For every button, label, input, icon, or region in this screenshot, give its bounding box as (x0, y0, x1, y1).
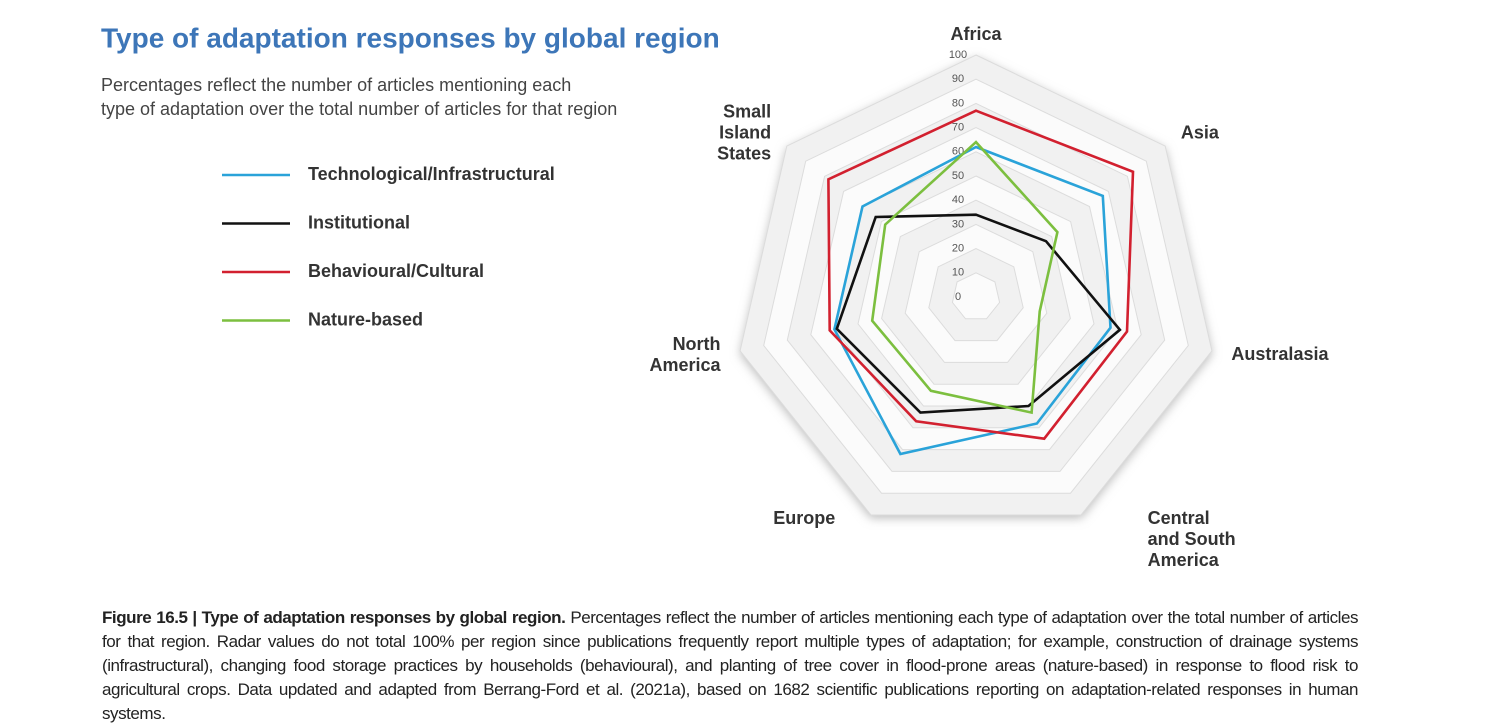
r-tick-label: 80 (952, 97, 964, 109)
legend-label: Nature-based (308, 309, 423, 329)
category-label: Australasia (1231, 344, 1329, 364)
category-label: Europe (773, 508, 835, 528)
caption: Figure 16.5 | Type of adaptation respons… (102, 606, 1358, 726)
legend-label: Institutional (308, 212, 410, 232)
grid-ring (951, 272, 1001, 320)
r-tick-label: 40 (952, 194, 964, 206)
page: Type of adaptation responses by global r… (101, 22, 1359, 723)
category-label: Asia (1181, 122, 1220, 142)
r-tick-label: 30 (952, 218, 964, 230)
legend-label: Behavioural/Cultural (308, 261, 484, 281)
r-tick-label: 0 (955, 291, 961, 303)
category-label: Africa (950, 24, 1002, 44)
series-line (870, 140, 1059, 415)
category-label: North America (650, 334, 722, 375)
legend-label: Technological/Infrastructural (308, 164, 555, 184)
rings (739, 54, 1213, 518)
series-line (827, 109, 1135, 441)
r-tick-label: 100 (949, 49, 967, 61)
r-tick-label: 50 (952, 170, 964, 182)
category-label: Small Island States (717, 101, 771, 163)
r-tick-label: 20 (952, 243, 964, 255)
chart-title: Type of adaptation responses by global r… (101, 22, 720, 53)
category-label: Central and South America (1148, 508, 1236, 570)
r-tick-label: 70 (952, 122, 964, 134)
series-line (835, 213, 1122, 414)
r-tick-label: 10 (952, 267, 964, 279)
caption-text: Percentages reflect the number of articl… (102, 608, 1358, 723)
series-line (833, 145, 1112, 456)
caption-label: Figure 16.5 | Type of adaptation respons… (102, 608, 566, 627)
chart-subtitle: Percentages reflect the number of articl… (101, 75, 617, 119)
r-tick-label: 90 (952, 73, 964, 85)
chart: Type of adaptation responses by global r… (101, 22, 1329, 570)
